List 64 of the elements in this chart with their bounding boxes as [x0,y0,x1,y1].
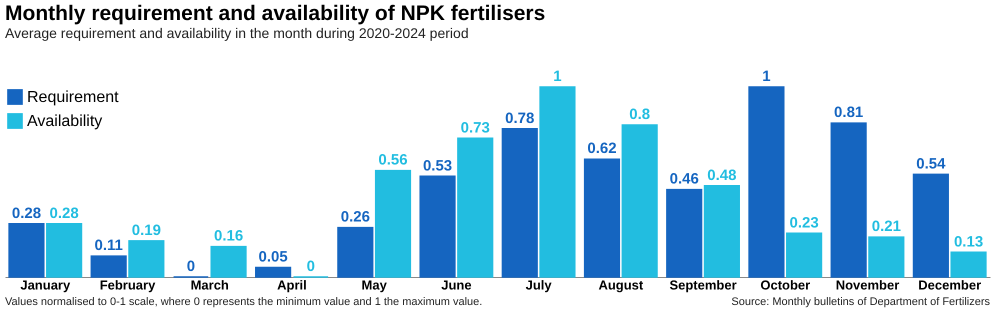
x-tick-label: November [836,278,900,292]
data-label: 0.73 [460,119,490,136]
x-tick-label: February [100,278,156,292]
data-label: 0.46 [670,170,699,188]
bar [419,176,456,278]
data-label: 0.81 [834,104,864,122]
data-label: 0.48 [707,166,736,184]
data-label: 0.78 [505,110,534,127]
bar [46,223,82,278]
x-tick-label: October [760,278,810,292]
bar [912,174,949,278]
data-label: 0.28 [12,204,42,222]
bar [622,124,658,278]
bar [584,158,620,278]
bar [950,252,987,278]
data-label: 0.56 [378,152,408,169]
data-label: 0.23 [790,214,819,232]
x-tick-label: May [362,278,388,292]
bar [128,240,164,278]
bar [666,188,702,278]
x-tick-label: December [918,278,982,292]
data-label: 0.54 [916,155,946,172]
bar [748,86,785,278]
x-tick-label: September [669,278,737,292]
bar [255,266,292,278]
bar [830,122,867,278]
data-label: 1 [762,68,771,85]
data-label: 0.53 [422,157,452,174]
x-tick-label: January [20,278,71,292]
x-tick-label: March [190,278,229,292]
x-tick-label: June [441,278,472,292]
bar [337,226,374,278]
text: Values normalised to 0-1 scale, where 0 represents the minimum value and 1 the maximum value. [5,296,482,308]
bar [539,86,576,278]
bar [786,232,822,278]
x-tick-label: April [277,278,307,292]
bar [704,185,740,278]
bar [8,223,45,278]
source-note: Source: Monthly bulletins of Department of Fertilizers [731,296,990,308]
bar [374,170,412,278]
data-label: 0 [306,258,315,275]
legend-label: Requirement [27,89,120,106]
data-label: 0.28 [50,204,79,222]
data-label: 0.05 [258,248,288,266]
data-label: 0.26 [340,208,370,226]
chart-title: Monthly requirement and availability of NPK fertilisers [5,2,546,25]
data-label: 1 [553,68,562,85]
chart-subtitle: Average requirement and availability in the month during 2020-2024 period [5,25,469,41]
bar [502,128,538,278]
data-label: 0.62 [587,140,617,158]
bar [210,246,247,278]
legend-label: Availability [27,113,102,130]
bar [868,236,904,278]
x-tick-label: July [526,278,552,292]
bar [457,138,494,278]
data-label: 0.13 [954,233,984,250]
data-label: 0.19 [132,222,161,239]
data-label: 0 [186,258,196,275]
data-label: 0.11 [94,237,123,254]
data-label: 0.16 [214,228,244,245]
x-tick-label: August [598,278,644,292]
data-label: 0.21 [872,218,901,236]
data-label: 0.8 [629,106,650,123]
bar [90,255,127,278]
